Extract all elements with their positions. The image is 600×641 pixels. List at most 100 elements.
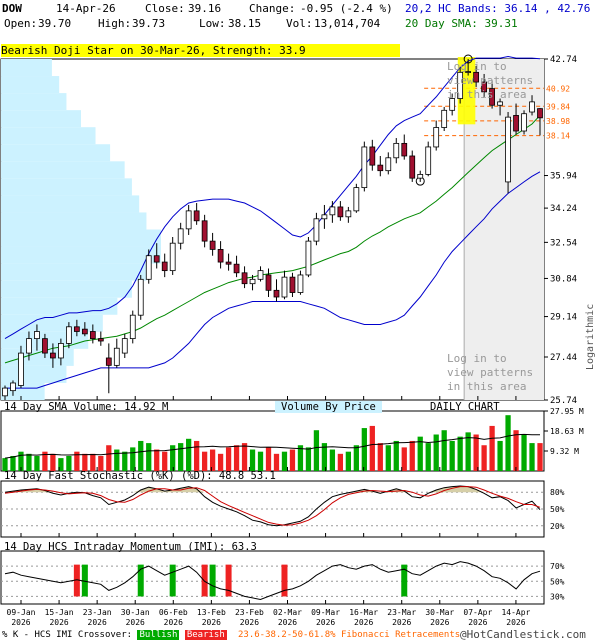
- fib-label: 40.92: [546, 84, 570, 93]
- x-axis: 09-Jan202615-Jan202623-Jan202630-Jan2026…: [7, 396, 531, 627]
- candle-body: [249, 278, 256, 285]
- crossover-label: % K - HCS IMI Crossover:: [2, 630, 133, 640]
- volume-bar: [321, 443, 328, 471]
- x-tick-label: 07-Apr: [463, 608, 492, 617]
- candle-body: [385, 157, 392, 172]
- candle-body: [489, 88, 495, 106]
- price-tick-label: 25.74: [550, 396, 577, 406]
- volume-bar: [385, 445, 391, 471]
- candle-body: [241, 272, 248, 285]
- x-tick-year: 2026: [164, 618, 183, 627]
- price-tick-label: 34.24: [550, 204, 577, 214]
- candle-body: [193, 210, 200, 222]
- stoch-d-line: [4, 486, 541, 526]
- imi-line: [4, 561, 541, 601]
- candle-body: [497, 101, 503, 106]
- volume-bar: [209, 449, 216, 471]
- volume-bar: [122, 451, 128, 471]
- candle-body: [89, 331, 96, 340]
- volume-bar: [337, 453, 344, 471]
- x-tick-label: 30-Mar: [425, 608, 454, 617]
- high-label: High:: [98, 17, 132, 30]
- fib-label: 39.84: [546, 102, 570, 111]
- price-tick-label: 32.54: [550, 238, 577, 248]
- candle-body: [50, 352, 56, 359]
- candle-body: [305, 240, 312, 276]
- x-tick-label: 09-Mar: [311, 608, 340, 617]
- hcs-panel: 70% 50% 30%: [0, 550, 565, 605]
- volume-by-price-bar: [1, 280, 132, 298]
- sma-readout: 20 Day SMA: 39.31: [405, 17, 518, 30]
- candle-body: [337, 206, 344, 218]
- price-tick-label: 30.84: [550, 274, 577, 284]
- candle-body: [233, 263, 240, 274]
- volume-bar: [297, 445, 304, 471]
- volume-bar: [513, 430, 519, 471]
- watermark-bottom: Log in to view patterns in this area: [447, 352, 533, 394]
- volume-bar: [521, 434, 527, 471]
- high-value: 39.73: [132, 17, 166, 30]
- candle-body: [201, 220, 208, 242]
- daily-chart-label: DAILY CHART: [430, 401, 500, 413]
- candle-body: [185, 210, 192, 230]
- candle-body: [10, 382, 16, 392]
- volume-bar: [34, 455, 40, 471]
- candle-body: [273, 289, 280, 298]
- candle-body: [169, 242, 176, 272]
- stoch-title: 14 Day Fast Stochastic (%K) (%D): 48.8 5…: [4, 470, 276, 482]
- volume-bar: [58, 458, 64, 471]
- candle-body: [18, 352, 24, 386]
- vol-value: 13,014,704: [314, 17, 381, 30]
- volume-bar: [329, 449, 336, 471]
- volume-sma-line: [4, 433, 540, 459]
- candle-body: [34, 331, 40, 340]
- footer-legend: % K - HCS IMI Crossover: Bullish Bearish: [2, 630, 227, 640]
- upper-band-line: [4, 55, 541, 340]
- price-tick-label: 42.74: [550, 55, 577, 65]
- hc-bands-readout: 20,2 HC Bands: 36.14 , 42.76: [405, 2, 591, 15]
- candle-body: [58, 343, 64, 359]
- volume-bar: [18, 451, 24, 471]
- volume-bar: [114, 449, 120, 471]
- volume-bar: [257, 451, 264, 471]
- volume-bar: [369, 425, 375, 471]
- candle-body: [393, 142, 400, 159]
- volume-bar: [433, 434, 439, 471]
- candle-body: [225, 261, 232, 265]
- candle-body: [257, 270, 264, 280]
- candle-body: [313, 218, 320, 242]
- volume-bar: [42, 451, 48, 471]
- volume-bar: [465, 432, 471, 471]
- x-tick-label: 23-Feb: [235, 608, 264, 617]
- open-label: Open:: [4, 17, 38, 30]
- candle-body: [297, 274, 304, 293]
- close-label: Close:: [145, 2, 185, 15]
- sma20-line: [4, 114, 541, 364]
- candle-body: [129, 314, 136, 340]
- candle-body: [353, 187, 360, 212]
- volume-by-price-bar: [1, 246, 161, 264]
- volume-bar: [417, 436, 423, 471]
- candle-body: [449, 98, 456, 111]
- x-tick-year: 2026: [506, 618, 525, 627]
- hcs-title: 14 Day HCS Intraday Momentum (IMI): 63.3: [4, 541, 257, 553]
- volume-bar: [106, 445, 112, 471]
- volume-by-price-bar: [1, 59, 52, 77]
- x-tick-label: 23-Mar: [387, 608, 416, 617]
- volume-by-price-bar: [1, 297, 118, 315]
- x-tick-year: 2026: [49, 618, 68, 627]
- x-tick-year: 2026: [88, 618, 107, 627]
- candle-body: [433, 127, 440, 148]
- candle-body: [65, 326, 72, 344]
- volume-bar: [377, 443, 383, 471]
- candle-body: [289, 276, 296, 293]
- volume-bar: [353, 445, 359, 471]
- stoch-tick-label: 20%: [550, 522, 565, 531]
- volume-bar: [66, 455, 72, 471]
- candle-body: [329, 206, 336, 216]
- low-label: Low:: [199, 17, 226, 30]
- crossover-bar: [281, 564, 288, 597]
- x-tick-year: 2026: [126, 618, 145, 627]
- candle-body: [81, 328, 88, 335]
